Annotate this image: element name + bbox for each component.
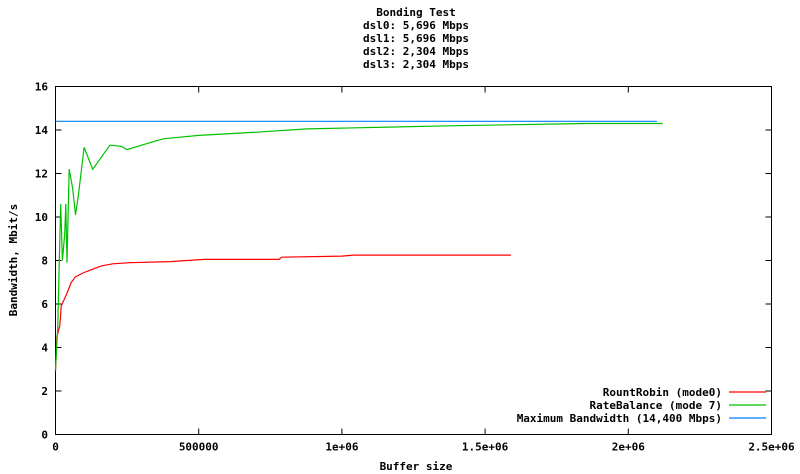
x-tick-label: 2e+06: [612, 441, 645, 454]
legend-label: RountRobin (mode0): [603, 386, 722, 399]
legend-label: Maximum Bandwidth (14,400 Mbps): [517, 412, 722, 425]
legend-label: RateBalance (mode 7): [590, 399, 722, 412]
y-tick-label: 10: [35, 211, 48, 224]
y-tick-label: 8: [41, 255, 48, 268]
series-line: [54, 122, 663, 370]
y-tick-label: 16: [35, 81, 49, 94]
x-tick-label: 0: [52, 441, 59, 454]
x-tick-label: 1.5e+06: [462, 441, 509, 454]
y-tick-label: 0: [41, 429, 48, 442]
y-tick-label: 2: [41, 385, 48, 398]
series-line: [54, 254, 511, 372]
y-tick-label: 4: [41, 342, 48, 355]
x-tick-label: 500000: [179, 441, 219, 454]
legend: RountRobin (mode0)RateBalance (mode 7)Ma…: [517, 386, 766, 425]
title-line: dsl2: 2,304 Mbps: [363, 45, 469, 58]
title-line: dsl3: 2,304 Mbps: [363, 58, 469, 71]
y-axis-label: Bandwidth, Mbit/s: [7, 204, 20, 317]
title-line: dsl1: 5,696 Mbps: [363, 32, 469, 45]
x-tick-label: 2.5e+06: [748, 441, 795, 454]
y-tick-label: 6: [41, 298, 48, 311]
y-tick-label: 14: [35, 124, 49, 137]
y-tick-label: 12: [35, 168, 48, 181]
title-line: dsl0: 5,696 Mbps: [363, 19, 469, 32]
x-axis-label: Buffer size: [380, 460, 453, 473]
x-tick-label: 1e+06: [325, 441, 358, 454]
title-line: Bonding Test: [376, 6, 455, 19]
